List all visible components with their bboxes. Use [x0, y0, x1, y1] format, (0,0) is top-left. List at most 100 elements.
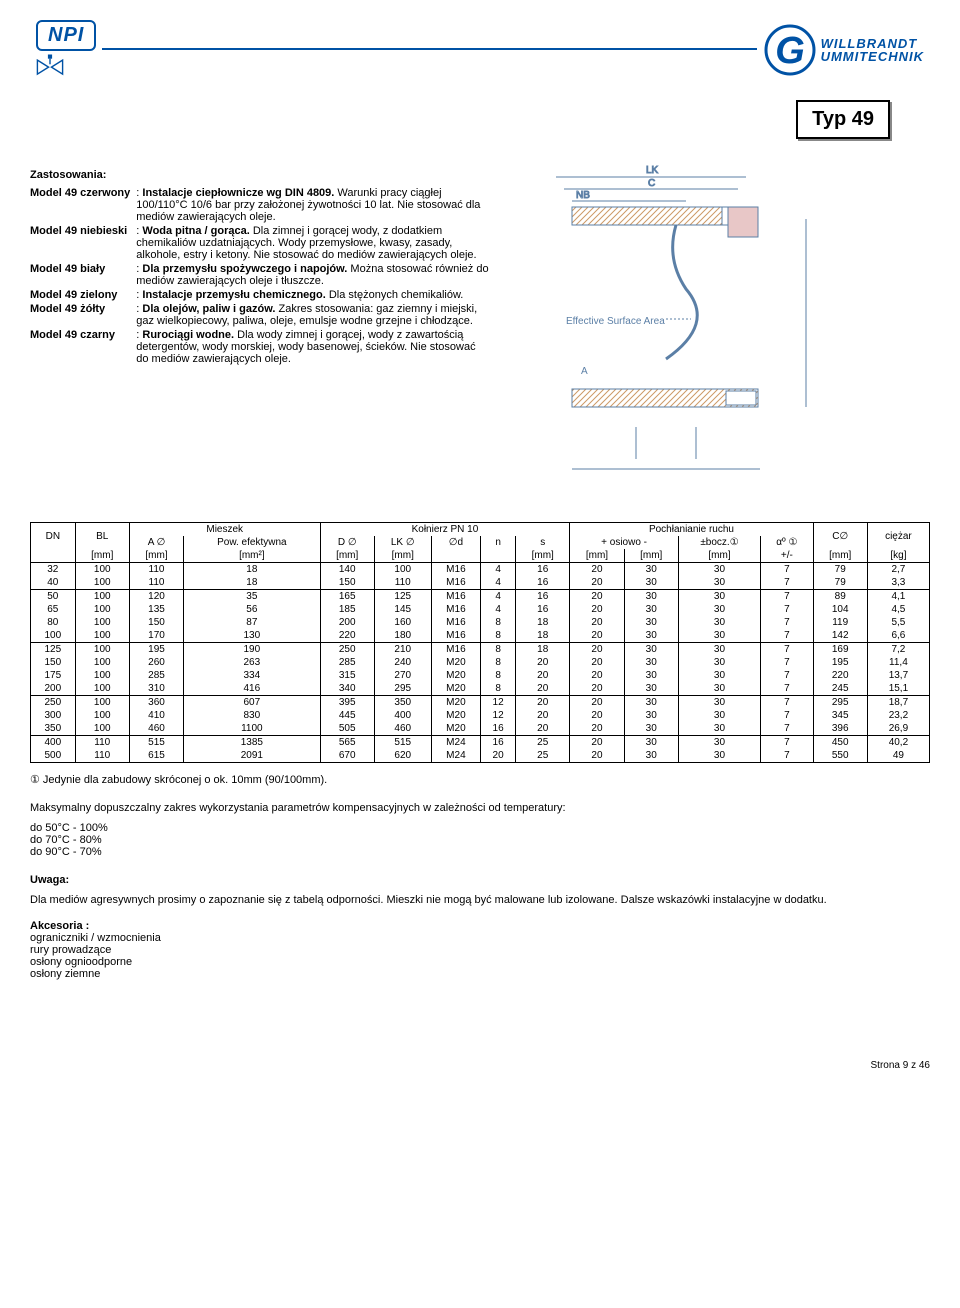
spec-cell: 20 [516, 696, 570, 710]
spec-cell: 30 [678, 643, 760, 657]
spec-cell: M20 [431, 709, 480, 722]
spec-cell: 7 [761, 736, 813, 750]
spec-cell: 23,2 [867, 709, 929, 722]
spec-cell: 160 [374, 616, 431, 629]
spec-cell: 100 [75, 669, 129, 682]
spec-cell: 7,2 [867, 643, 929, 657]
spec-cell: 460 [374, 722, 431, 736]
spec-cell: 20 [570, 682, 624, 696]
spec-cell: 26,9 [867, 722, 929, 736]
spec-cell: 670 [320, 749, 374, 763]
spec-cell: 4 [481, 590, 516, 604]
spec-cell: 30 [624, 656, 678, 669]
spec-cell: 100 [75, 643, 129, 657]
spec-cell: 12 [481, 696, 516, 710]
spec-cell: 16 [481, 736, 516, 750]
spec-cell: 16 [516, 576, 570, 590]
spec-cell: 100 [75, 616, 129, 629]
spec-cell: 20 [570, 576, 624, 590]
spec-cell: 250 [320, 643, 374, 657]
technical-diagram: LK C NB Effective Surface Area A D ød Ho… [516, 159, 836, 482]
svg-text:s: s [816, 395, 821, 406]
spec-cell: 125 [31, 643, 76, 657]
temp-line: do 90°C - 70% [30, 846, 930, 858]
spec-cell: 170 [129, 629, 183, 643]
spec-cell: 515 [129, 736, 183, 750]
title-box: Typ 49 [796, 100, 890, 139]
spec-cell: 310 [129, 682, 183, 696]
spec-cell: 7 [761, 669, 813, 682]
spec-cell: 20 [570, 696, 624, 710]
svg-text:ød: ød [754, 271, 766, 282]
spec-cell: 200 [320, 616, 374, 629]
uwaga-text: Dla mediów agresywnych prosimy o zapozna… [30, 894, 930, 906]
spec-cell: 20 [570, 669, 624, 682]
wb-line2: UMMITECHNIK [821, 50, 924, 63]
spec-cell: 18 [516, 616, 570, 629]
spec-cell: M16 [431, 616, 480, 629]
spec-cell: 295 [813, 696, 867, 710]
spec-cell: 100 [75, 563, 129, 577]
spec-cell: 340 [320, 682, 374, 696]
logo-willbrandt: G WILLBRANDT UMMITECHNIK [757, 23, 930, 77]
spec-cell: 142 [813, 629, 867, 643]
spec-cell: 5,5 [867, 616, 929, 629]
spec-cell: 100 [75, 603, 129, 616]
spec-cell: M20 [431, 696, 480, 710]
spec-cell: 7 [761, 629, 813, 643]
akcesoria-item: ograniczniki / wzmocnienia [30, 932, 930, 944]
spec-cell: 4 [481, 576, 516, 590]
spec-cell: 35 [184, 590, 320, 604]
spec-cell: 315 [320, 669, 374, 682]
spec-cell: 30 [678, 722, 760, 736]
spec-cell: 145 [374, 603, 431, 616]
spec-cell: 119 [813, 616, 867, 629]
spec-cell: 16 [516, 590, 570, 604]
spec-cell: 30 [624, 643, 678, 657]
spec-cell: 79 [813, 563, 867, 577]
spec-cell: 20 [570, 603, 624, 616]
spec-cell: 125 [374, 590, 431, 604]
spec-cell: 7 [761, 576, 813, 590]
uwaga-heading: Uwaga: [30, 874, 930, 886]
spec-cell: 515 [374, 736, 431, 750]
akcesoria-list: ograniczniki / wzmocnieniarury prowadząc… [30, 932, 930, 980]
akcesoria-item: osłony ziemne [30, 968, 930, 980]
spec-cell: 30 [624, 629, 678, 643]
spec-cell: 20 [570, 616, 624, 629]
spec-cell: 16 [516, 563, 570, 577]
spec-cell: 7 [761, 603, 813, 616]
spec-cell: 263 [184, 656, 320, 669]
spec-cell: 20 [570, 590, 624, 604]
spec-cell: 285 [320, 656, 374, 669]
spec-cell: 30 [678, 629, 760, 643]
spec-cell: 30 [624, 576, 678, 590]
akcesoria-heading: Akcesoria : [30, 920, 930, 932]
spec-cell: 150 [320, 576, 374, 590]
spec-cell: 180 [374, 629, 431, 643]
spec-cell: M20 [431, 656, 480, 669]
spec-cell: 15,1 [867, 682, 929, 696]
spec-cell: 30 [624, 696, 678, 710]
spec-cell: 400 [31, 736, 76, 750]
spec-cell: 7 [761, 656, 813, 669]
app-label: Model 49 zielony [30, 289, 136, 303]
spec-cell: 89 [813, 590, 867, 604]
spec-cell: 11,4 [867, 656, 929, 669]
spec-cell: 8 [481, 656, 516, 669]
spec-cell: M20 [431, 669, 480, 682]
spec-cell: 7 [761, 722, 813, 736]
spec-cell: 620 [374, 749, 431, 763]
spec-cell: 16 [516, 603, 570, 616]
spec-cell: 100 [374, 563, 431, 577]
spec-cell: 20 [570, 749, 624, 763]
app-desc: : Instalacje ciepłownicze wg DIN 4809. W… [136, 187, 496, 225]
spec-cell: M24 [431, 736, 480, 750]
spec-cell: 100 [75, 656, 129, 669]
spec-cell: 40,2 [867, 736, 929, 750]
spec-cell: 195 [129, 643, 183, 657]
spec-cell: 20 [570, 709, 624, 722]
spec-cell: 165 [320, 590, 374, 604]
app-label: Model 49 biały [30, 263, 136, 289]
spec-cell: 30 [678, 576, 760, 590]
